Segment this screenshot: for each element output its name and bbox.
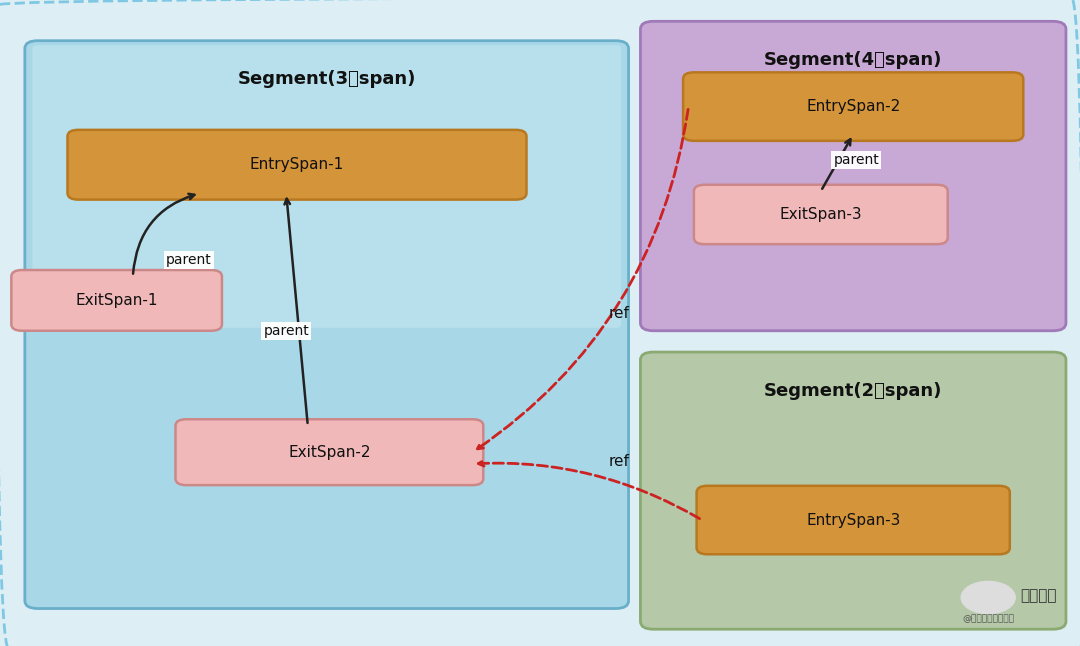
Text: EntrySpan-1: EntrySpan-1 — [249, 157, 345, 172]
FancyBboxPatch shape — [684, 72, 1024, 141]
Text: ref: ref — [608, 306, 630, 321]
Text: Segment(4个span): Segment(4个span) — [764, 51, 943, 69]
Text: parent: parent — [834, 153, 879, 167]
FancyBboxPatch shape — [640, 21, 1066, 331]
Text: parent: parent — [264, 324, 309, 338]
FancyBboxPatch shape — [175, 419, 484, 485]
FancyBboxPatch shape — [640, 352, 1066, 629]
Text: ExitSpan-3: ExitSpan-3 — [780, 207, 862, 222]
Text: ref: ref — [608, 454, 630, 470]
FancyBboxPatch shape — [68, 130, 527, 200]
Text: Segment(3个span): Segment(3个span) — [238, 70, 416, 89]
Text: ExitSpan-1: ExitSpan-1 — [76, 293, 158, 308]
Text: Segment(2个span): Segment(2个span) — [764, 382, 943, 400]
Text: @稀土掘金技术社区: @稀土掘金技术社区 — [962, 614, 1014, 623]
Text: EntrySpan-3: EntrySpan-3 — [806, 512, 901, 528]
Text: 架构染色: 架构染色 — [1021, 588, 1057, 603]
Text: parent: parent — [166, 253, 212, 267]
FancyBboxPatch shape — [25, 41, 629, 609]
FancyBboxPatch shape — [32, 45, 621, 328]
Text: EntrySpan-2: EntrySpan-2 — [806, 99, 901, 114]
FancyBboxPatch shape — [697, 486, 1010, 554]
Circle shape — [961, 581, 1015, 614]
FancyBboxPatch shape — [12, 270, 222, 331]
Text: ExitSpan-2: ExitSpan-2 — [288, 444, 370, 460]
FancyBboxPatch shape — [693, 185, 948, 244]
